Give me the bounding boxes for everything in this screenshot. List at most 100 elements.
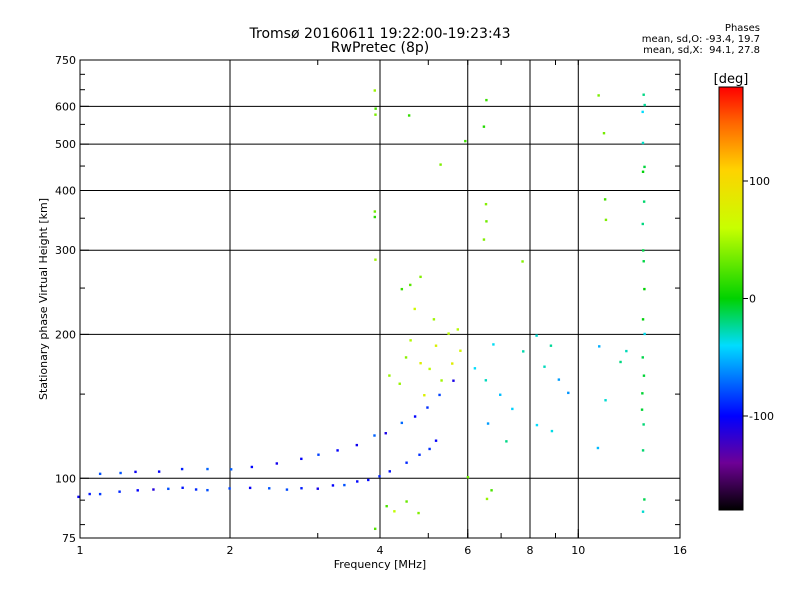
y-tick-label: 300 bbox=[55, 244, 76, 257]
data-point bbox=[367, 478, 370, 482]
colorbar-tick-label: 0 bbox=[749, 293, 756, 306]
colorbar bbox=[718, 86, 744, 511]
data-point bbox=[409, 283, 412, 287]
data-point bbox=[393, 510, 396, 513]
data-point bbox=[378, 475, 381, 478]
data-point bbox=[643, 103, 646, 107]
data-point bbox=[136, 489, 139, 492]
chart-title: Tromsø 20160611 19:22:00-19:23:43 bbox=[249, 26, 511, 42]
data-point bbox=[77, 495, 80, 499]
data-point bbox=[407, 114, 411, 117]
data-point bbox=[485, 98, 488, 102]
data-point bbox=[373, 89, 376, 92]
data-point bbox=[316, 487, 319, 490]
data-point bbox=[642, 423, 645, 426]
data-point bbox=[641, 356, 644, 359]
data-point bbox=[336, 449, 339, 452]
data-point bbox=[400, 287, 404, 291]
data-point bbox=[373, 434, 376, 437]
data-point bbox=[385, 504, 388, 508]
x-tick-label: 8 bbox=[527, 544, 534, 557]
data-point bbox=[423, 394, 426, 397]
data-point bbox=[248, 486, 252, 490]
data-point bbox=[356, 480, 359, 483]
data-point bbox=[388, 470, 391, 473]
data-point bbox=[413, 307, 416, 311]
data-point bbox=[619, 360, 622, 364]
data-point bbox=[275, 462, 279, 465]
data-point bbox=[642, 374, 646, 377]
data-point bbox=[119, 471, 122, 475]
data-point bbox=[464, 139, 467, 143]
data-point bbox=[405, 461, 408, 464]
phase-stats-x-mode: mean, sd,X: 94.1, 27.8 bbox=[643, 45, 760, 56]
data-point bbox=[641, 110, 644, 114]
data-point bbox=[419, 361, 422, 365]
data-point bbox=[418, 453, 421, 456]
data-point bbox=[643, 165, 646, 169]
data-point bbox=[641, 141, 645, 145]
data-point bbox=[482, 238, 486, 241]
data-point bbox=[398, 382, 401, 385]
x-tick-label: 2 bbox=[227, 544, 234, 557]
data-point bbox=[641, 170, 645, 173]
data-point bbox=[118, 490, 121, 493]
data-point bbox=[374, 113, 377, 116]
data-point bbox=[250, 465, 254, 469]
x-tick-label: 1 bbox=[77, 544, 84, 557]
data-point bbox=[485, 220, 488, 223]
data-point bbox=[428, 447, 431, 451]
data-point bbox=[598, 345, 601, 348]
data-point bbox=[535, 334, 538, 337]
data-point bbox=[511, 407, 514, 411]
data-point bbox=[603, 198, 607, 201]
data-point bbox=[522, 350, 525, 353]
data-point bbox=[434, 439, 438, 442]
x-axis-label: Frequency [MHz] bbox=[334, 558, 426, 571]
data-point bbox=[466, 476, 470, 479]
colorbar-tick-label: 100 bbox=[749, 175, 770, 188]
data-point bbox=[490, 489, 493, 492]
data-point bbox=[640, 408, 644, 411]
data-point bbox=[300, 457, 303, 461]
data-point bbox=[596, 446, 600, 450]
data-point bbox=[419, 275, 422, 279]
data-point bbox=[417, 511, 420, 515]
data-point bbox=[641, 510, 645, 513]
data-point bbox=[440, 379, 443, 382]
data-point bbox=[426, 406, 429, 409]
data-point bbox=[355, 443, 359, 447]
colorbar-tick-label: -100 bbox=[749, 410, 774, 423]
data-point bbox=[98, 472, 102, 476]
data-point bbox=[447, 332, 450, 335]
x-tick-label: 4 bbox=[377, 544, 384, 557]
data-point bbox=[181, 486, 184, 489]
data-point bbox=[374, 107, 377, 110]
data-point bbox=[206, 488, 209, 492]
data-point bbox=[374, 258, 377, 261]
data-point bbox=[98, 492, 102, 496]
data-point bbox=[451, 362, 454, 365]
y-tick-label: 200 bbox=[55, 328, 76, 341]
y-axis-label: Stationary phase Virtual Height [km] bbox=[37, 198, 50, 400]
data-point bbox=[438, 393, 441, 397]
data-point bbox=[550, 429, 554, 433]
data-point bbox=[459, 349, 462, 352]
data-point bbox=[88, 492, 91, 496]
y-tick-label: 400 bbox=[55, 184, 76, 197]
data-point bbox=[373, 210, 377, 213]
y-tick-label: 500 bbox=[55, 138, 76, 151]
data-point bbox=[473, 367, 477, 370]
data-point bbox=[643, 498, 646, 501]
data-point bbox=[373, 215, 377, 219]
y-tick-label: 75 bbox=[62, 532, 76, 545]
data-point bbox=[456, 328, 460, 331]
data-point bbox=[317, 453, 320, 456]
data-point bbox=[543, 365, 546, 368]
data-point bbox=[194, 488, 198, 491]
data-point bbox=[388, 374, 391, 377]
data-point bbox=[597, 94, 600, 97]
data-point bbox=[567, 391, 570, 395]
data-point bbox=[482, 125, 486, 128]
